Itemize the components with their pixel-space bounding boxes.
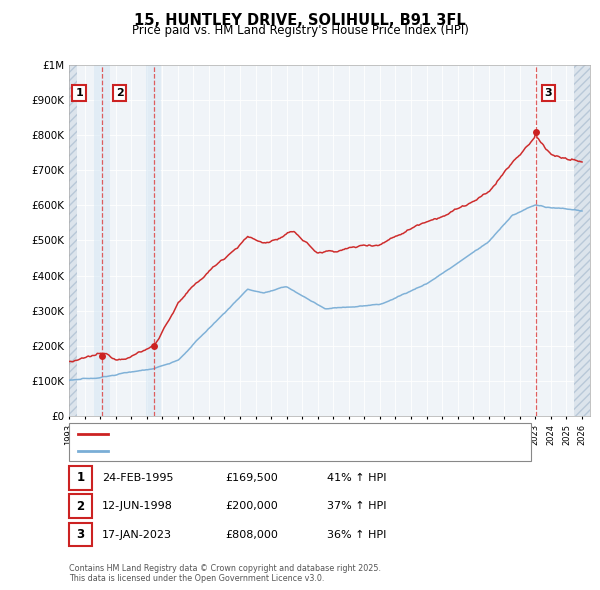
- Text: £808,000: £808,000: [225, 530, 278, 539]
- Text: 3: 3: [545, 88, 553, 98]
- Text: 24-FEB-1995: 24-FEB-1995: [102, 473, 173, 483]
- Text: 15, HUNTLEY DRIVE, SOLIHULL, B91 3FL (detached house): 15, HUNTLEY DRIVE, SOLIHULL, B91 3FL (de…: [114, 429, 417, 439]
- Bar: [146, 65, 161, 416]
- Text: £200,000: £200,000: [225, 502, 278, 511]
- Text: Price paid vs. HM Land Registry's House Price Index (HPI): Price paid vs. HM Land Registry's House …: [131, 24, 469, 37]
- Text: 3: 3: [76, 528, 85, 541]
- Text: 12-JUN-1998: 12-JUN-1998: [102, 502, 173, 511]
- Text: 2: 2: [116, 88, 124, 98]
- Text: 2: 2: [76, 500, 85, 513]
- Text: 1: 1: [76, 471, 85, 484]
- Text: 41% ↑ HPI: 41% ↑ HPI: [327, 473, 386, 483]
- Text: HPI: Average price, detached house, Solihull: HPI: Average price, detached house, Soli…: [114, 445, 345, 455]
- Text: Contains HM Land Registry data © Crown copyright and database right 2025.
This d: Contains HM Land Registry data © Crown c…: [69, 563, 381, 583]
- Text: £169,500: £169,500: [225, 473, 278, 483]
- Text: 36% ↑ HPI: 36% ↑ HPI: [327, 530, 386, 539]
- Text: 15, HUNTLEY DRIVE, SOLIHULL, B91 3FL: 15, HUNTLEY DRIVE, SOLIHULL, B91 3FL: [134, 13, 466, 28]
- Bar: [574, 65, 590, 416]
- Bar: [94, 65, 110, 416]
- Text: 37% ↑ HPI: 37% ↑ HPI: [327, 502, 386, 511]
- Text: 17-JAN-2023: 17-JAN-2023: [102, 530, 172, 539]
- Text: 1: 1: [75, 88, 83, 98]
- Bar: [69, 65, 77, 416]
